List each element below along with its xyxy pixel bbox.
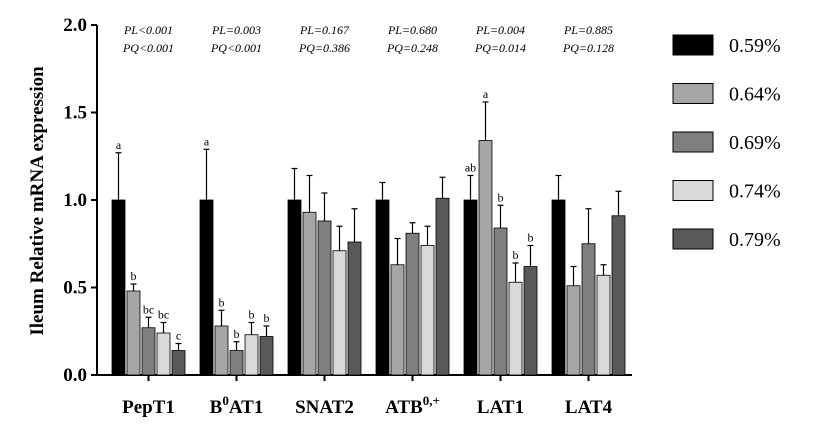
p-value-linear: PL=0.167 [299,23,350,37]
bar [332,250,347,376]
x-tick-label: LAT1 [477,397,524,418]
bar [287,199,302,376]
bar [551,199,566,376]
bar [566,285,581,376]
bar [302,211,317,376]
significance-label: b [131,269,137,283]
significance-label: bc [143,302,154,316]
bar [317,220,332,376]
bar [420,245,435,376]
legend-swatch [672,34,714,56]
significance-label: bc [158,308,169,322]
p-value-linear: PL=0.003 [211,23,261,37]
bar [214,325,229,376]
significance-label: b [234,327,240,341]
significance-label: a [204,134,210,148]
bars [111,101,626,376]
x-tick-label: LAT4 [565,397,613,418]
legend-swatch [672,131,714,153]
p-value-quadratic: PQ=0.128 [562,41,614,55]
bar [390,264,405,376]
legend-label: 0.64% [729,84,781,106]
significance-label: b [528,231,534,245]
legend-label: 0.74% [729,181,781,203]
bar [347,241,362,376]
bar [523,266,538,376]
significance-label: a [116,138,122,152]
y-tick-label: 1.0 [63,190,87,211]
bar [596,274,611,376]
y-tick-label: 1.5 [63,103,87,124]
significance-label: c [176,329,181,343]
bar [375,199,390,376]
x-tick-label: B0AT1 [210,393,264,418]
legend-label: 0.59% [729,35,781,57]
legend-swatch [672,83,714,104]
bar [171,350,186,376]
legend-label: 0.69% [729,132,781,154]
x-tick-label: PepT1 [122,397,175,418]
bar [229,350,244,376]
y-tick-label: 2.0 [63,15,87,36]
significance-label: b [249,308,255,322]
significance-label: b [498,190,504,204]
bar [111,199,126,376]
bar [463,199,478,376]
p-value-linear: PL=0.004 [475,23,525,37]
bar [405,232,420,376]
bar [508,281,523,376]
legend-label: 0.79% [729,229,781,251]
p-value-linear: PL=0.680 [387,23,437,37]
significance-label: a [483,87,489,101]
bar [244,334,259,376]
x-tick-label: SNAT2 [295,397,354,418]
bar [126,290,141,376]
legend-swatch [672,180,714,201]
bar [611,215,626,376]
p-value-quadratic: PQ=0.386 [298,41,350,55]
p-value-quadratic: PQ=0.014 [474,41,526,55]
x-tick-label: ATB0,+ [385,393,440,418]
p-value-linear: PL=0.885 [563,23,613,37]
bar [478,140,493,376]
bar [435,197,450,376]
bar [156,332,171,376]
bar [581,243,596,376]
p-value-quadratic: PQ=0.248 [386,41,438,55]
bar [259,336,274,376]
y-tick-label: 0.5 [63,278,87,299]
significance-label: b [513,248,519,262]
significance-label: b [219,295,225,309]
bar [141,327,156,376]
y-axis-label: Ileum Relative mRNA expression [27,66,48,336]
bar [493,227,508,376]
p-value-quadratic: PQ<0.001 [122,41,174,55]
legend: 0.59% 0.64% 0.69% 0.74% 0.79% [672,34,781,251]
legend-swatch [672,228,714,250]
significance-label: ab [465,161,476,175]
y-tick-label: 0.0 [63,365,87,386]
bar [199,199,214,376]
axes: 0.0 0.5 1.0 1.5 2.0 PepT1 B0AT1 SNAT2 ATB0,+ LAT1… [63,15,632,418]
p-value-linear: PL<0.001 [123,23,173,37]
p-value-quadratic: PQ<0.001 [210,41,262,55]
significance-label: b [264,311,270,325]
